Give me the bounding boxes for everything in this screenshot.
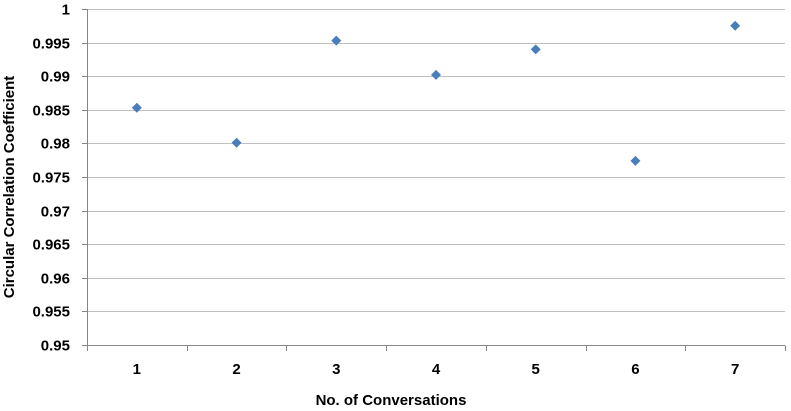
x-tick-label: 1 — [133, 361, 141, 378]
x-tick-label: 7 — [731, 361, 739, 378]
x-tick-label: 5 — [532, 361, 540, 378]
data-point — [530, 44, 541, 55]
y-tick-label: 0.96 — [41, 271, 70, 288]
x-tick-label: 4 — [432, 361, 441, 378]
data-point — [131, 102, 142, 113]
y-tick-label: 0.965 — [32, 237, 70, 254]
y-axis-title: Circular Correlation Coefficient — [1, 76, 18, 299]
y-tick-label: 1 — [62, 2, 70, 19]
y-tick-labels: 0.95 0.955 0.96 0.965 0.97 0.975 0.98 0.985 0.99… — [32, 2, 70, 355]
y-tick-label: 0.99 — [41, 69, 70, 86]
x-tick-label: 6 — [631, 361, 639, 378]
y-tick-label: 0.995 — [32, 36, 70, 53]
y-tick-label: 0.95 — [41, 338, 70, 355]
data-point — [431, 69, 441, 80]
x-tick-label: 2 — [232, 361, 240, 378]
grid-lines — [87, 9, 785, 312]
data-point — [331, 35, 342, 46]
y-tick-label: 0.975 — [32, 170, 70, 187]
data-points — [131, 20, 741, 166]
y-tick-label: 0.955 — [32, 304, 70, 321]
x-tick-label: 3 — [332, 361, 340, 378]
data-point — [630, 155, 641, 166]
x-axis-title: No. of Conversations — [316, 392, 467, 409]
y-tick-label: 0.98 — [41, 136, 70, 153]
data-point — [730, 20, 741, 31]
x-tick-labels: 1 2 3 4 5 6 7 — [133, 361, 740, 378]
data-point — [231, 137, 242, 148]
y-tick-label: 0.97 — [41, 204, 70, 221]
y-tick-label: 0.985 — [32, 103, 70, 120]
axes — [82, 9, 786, 351]
